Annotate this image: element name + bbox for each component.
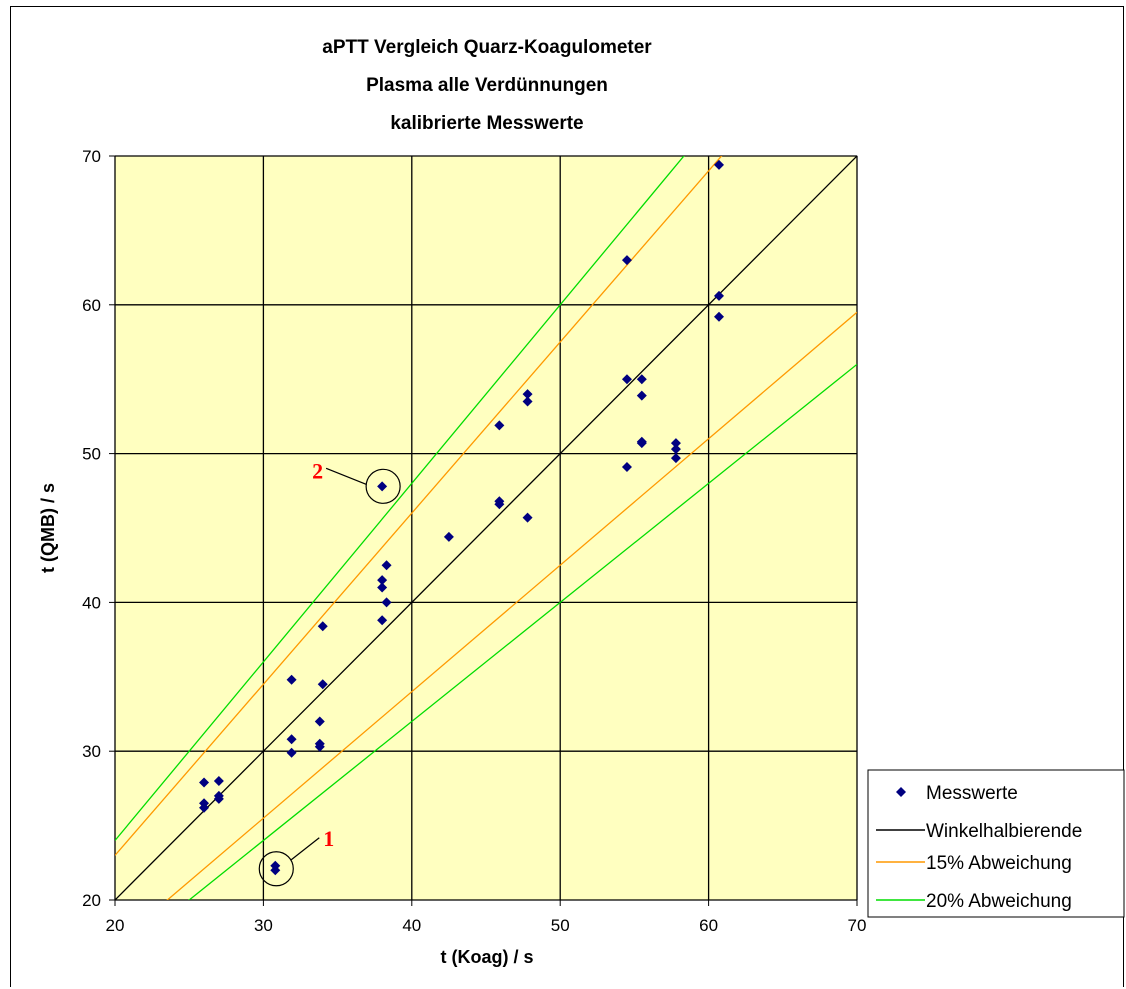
- legend-entry-label: Messwerte: [926, 783, 1018, 804]
- data-point: [213, 775, 224, 786]
- x-axis-label: t (Koag) / s: [441, 947, 534, 967]
- x-tick-label: 30: [254, 916, 273, 935]
- data-point: [381, 560, 392, 571]
- data-point: [636, 390, 647, 401]
- annotation-circle: [365, 468, 401, 504]
- x-tick-label: 70: [848, 916, 867, 935]
- data-point: [314, 716, 325, 727]
- y-axis-ticks: 20 30 40 50 60 70: [82, 147, 115, 910]
- data-point: [314, 741, 325, 752]
- x-tick-label: 60: [699, 916, 718, 935]
- data-point: [199, 777, 210, 788]
- chart-title-line-1: aPTT Vergleich Quarz-Koagulometer: [322, 37, 652, 58]
- data-point: [381, 597, 392, 608]
- reference-lines: [115, 156, 857, 900]
- upper-deviation-line: [115, 156, 685, 841]
- annotation-label: 1: [323, 826, 334, 851]
- data-point: [286, 674, 297, 685]
- y-tick-label: 60: [82, 296, 101, 315]
- x-tick-label: 40: [402, 916, 421, 935]
- data-point: [621, 374, 632, 385]
- x-tick-label: 50: [551, 916, 570, 935]
- annotations: 12: [258, 458, 401, 887]
- y-tick-label: 40: [82, 593, 101, 612]
- grid-lines: [114, 155, 858, 901]
- data-point: [270, 865, 281, 876]
- data-point: [713, 311, 724, 322]
- data-point: [317, 621, 328, 632]
- annotation-circle: [258, 851, 294, 887]
- y-tick-label: 70: [82, 147, 101, 166]
- line-winkelhalbierende: [115, 156, 857, 900]
- x-tick-label: 20: [106, 916, 125, 935]
- data-point: [713, 159, 724, 170]
- data-point: [522, 512, 533, 523]
- y-tick-label: 30: [82, 742, 101, 761]
- data-point: [377, 575, 388, 586]
- data-point: [377, 481, 388, 492]
- data-point: [522, 396, 533, 407]
- data-point: [286, 734, 297, 745]
- upper-deviation-line: [115, 156, 723, 856]
- data-point: [636, 374, 647, 385]
- chart-title-line-3: kalibrierte Messwerte: [390, 113, 583, 134]
- y-tick-label: 20: [82, 891, 101, 910]
- lower-deviation-line: [166, 311, 857, 900]
- y-tick-label: 50: [82, 445, 101, 464]
- data-point: [199, 802, 210, 813]
- data-point: [286, 747, 297, 758]
- data-point: [621, 255, 632, 266]
- data-point: [377, 582, 388, 593]
- data-point: [636, 438, 647, 449]
- y-axis-label: t (QMB) / s: [38, 483, 58, 573]
- chart-title-line-2: Plasma alle Verdünnungen: [366, 75, 608, 96]
- legend: Messwerte Winkelhalbierende 15% Abweichung…: [867, 769, 1125, 918]
- data-point: [522, 389, 533, 400]
- legend-entry-label: 15% Abweichung: [926, 853, 1072, 874]
- data-point: [621, 461, 632, 472]
- data-point: [494, 420, 505, 431]
- data-point: [317, 679, 328, 690]
- data-points: [199, 159, 724, 876]
- data-point: [670, 438, 681, 449]
- annotation-leader: [325, 467, 367, 485]
- data-point: [670, 444, 681, 455]
- legend-entry-label: 20% Abweichung: [926, 891, 1072, 912]
- lower-deviation-line: [188, 363, 857, 900]
- legend-entry-label: Winkelhalbierende: [926, 821, 1082, 842]
- data-point: [670, 453, 681, 464]
- chart-frame: [10, 6, 1124, 987]
- data-point: [443, 531, 454, 542]
- data-point: [213, 793, 224, 804]
- annotation-label: 2: [312, 458, 323, 483]
- x-axis-ticks: 20 30 40 50 60 70: [106, 900, 867, 935]
- legend-marker: [896, 787, 906, 797]
- data-point: [494, 499, 505, 510]
- data-point: [713, 290, 724, 301]
- annotation-leader: [290, 837, 320, 861]
- data-point: [377, 615, 388, 626]
- legend-box: [867, 769, 1125, 918]
